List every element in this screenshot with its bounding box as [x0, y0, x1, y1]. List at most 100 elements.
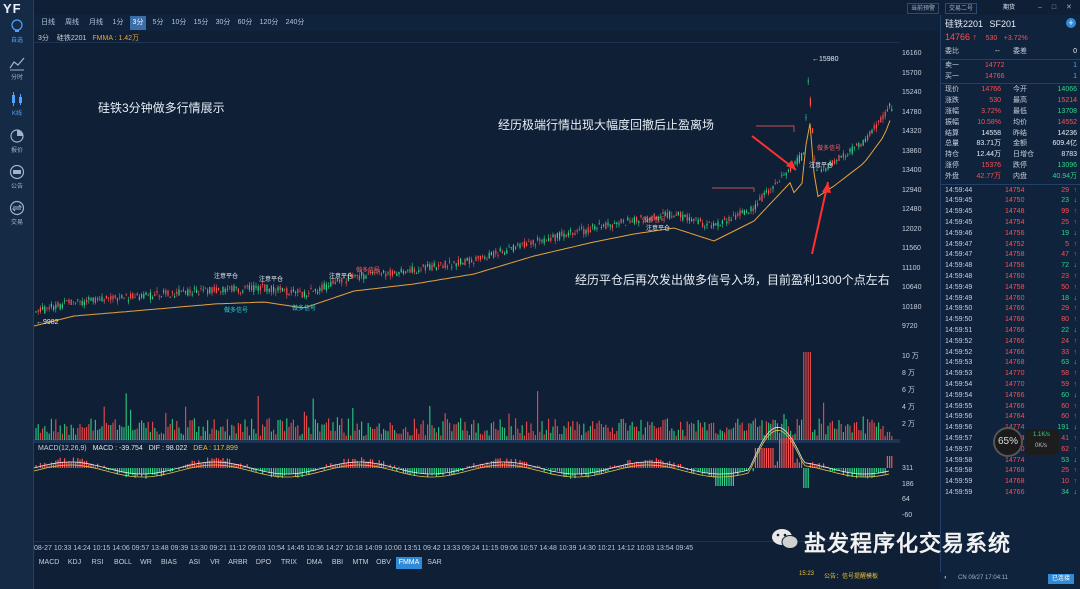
volume-bar — [134, 429, 136, 440]
period-tab[interactable]: 60分 — [237, 19, 253, 26]
volume-bar — [805, 352, 807, 440]
period-tab[interactable]: 1分 — [112, 19, 124, 26]
sidebar-item-notice[interactable]: 公告 — [0, 164, 34, 194]
period-tab[interactable]: 周线 — [65, 19, 79, 26]
candle — [814, 159, 816, 161]
indicator-tab[interactable]: BBI — [331, 559, 344, 566]
macd-tick-label: -60 — [902, 511, 913, 519]
period-tab[interactable]: 10分 — [171, 19, 187, 26]
candle — [609, 224, 611, 227]
add-watchlist-button[interactable]: + — [1066, 18, 1076, 28]
macd-bar — [765, 448, 767, 468]
candle — [501, 251, 503, 254]
candle — [812, 128, 814, 134]
price-tick-label: 12020 — [902, 225, 922, 233]
volume-bar — [684, 435, 686, 440]
account-button[interactable]: 交易二号 — [945, 3, 978, 14]
sidebar-item-kline[interactable]: K线 — [0, 91, 34, 121]
indicator-tab[interactable]: BOLL — [114, 559, 132, 566]
indicator-tab[interactable]: MTM — [352, 559, 369, 566]
volume-bar — [732, 427, 734, 440]
period-tab[interactable]: 15分 — [193, 19, 209, 26]
candle — [121, 295, 123, 298]
candle — [387, 272, 389, 274]
indicator-tab[interactable]: VR — [210, 559, 220, 566]
period-tab[interactable]: 月线 — [89, 19, 103, 26]
macd-bar — [820, 467, 822, 468]
period-tab[interactable]: 日线 — [41, 19, 55, 26]
candle — [244, 286, 246, 288]
tick-price: 14774 — [1005, 456, 1025, 464]
volume-bar — [873, 422, 875, 440]
volume-bar — [191, 420, 193, 440]
volume-bar — [884, 435, 886, 440]
app-logo: YF — [3, 1, 22, 16]
candle — [682, 214, 684, 221]
indicator-tab[interactable]: SAR — [427, 559, 442, 566]
candle — [625, 225, 627, 227]
indicator-tab[interactable]: OBV — [376, 559, 391, 566]
candle — [288, 293, 290, 296]
indicator-tab[interactable]: ASI — [188, 559, 201, 566]
indicator-tab[interactable]: WR — [140, 559, 152, 566]
sidebar-item-quote[interactable]: 报价 — [0, 128, 34, 158]
period-tab[interactable]: 30分 — [215, 19, 231, 26]
indicator-tab[interactable]: BIAS — [161, 559, 177, 566]
period-tab[interactable]: 3分 — [130, 16, 146, 30]
volume-bar — [215, 429, 217, 440]
candle — [149, 292, 151, 300]
tick-row: 14:59:48 14760 23 ↑ — [941, 272, 1080, 282]
period-tab[interactable]: 5分 — [152, 19, 164, 26]
volume-bar — [818, 418, 820, 440]
up-arrow-icon: ↑ — [1073, 273, 1078, 280]
tick-volume: 53 — [1061, 456, 1069, 464]
candle — [378, 270, 380, 272]
volume-bar — [563, 425, 565, 440]
volume-bar — [501, 426, 503, 440]
connected-button[interactable]: 已连接 — [1047, 574, 1074, 584]
macd-bar — [215, 457, 217, 468]
indicator-tab[interactable]: DPO — [255, 559, 272, 566]
tick-row: 14:59:44 14754 29 ↑ — [941, 186, 1080, 196]
sidebar-item-watchlist[interactable]: 自选 — [0, 18, 34, 48]
macd-bar — [528, 466, 530, 468]
indicator-tab[interactable]: DMA — [306, 559, 323, 566]
volume-bar — [589, 426, 591, 440]
volume-bar — [323, 424, 325, 440]
tick-volume: 63 — [1061, 359, 1069, 367]
candle — [105, 295, 107, 299]
candle — [220, 291, 222, 293]
window-controls[interactable]: – □ ✕ — [1038, 4, 1076, 11]
status-bar: 15:23 公告：信号提醒模板 — [34, 571, 940, 581]
candle — [576, 230, 578, 232]
candle — [147, 295, 149, 297]
period-label: 3分 — [38, 35, 49, 42]
sidebar-item-timeshare[interactable]: 分时 — [0, 55, 34, 85]
volume-bar — [121, 426, 123, 440]
indicator-tab[interactable]: KDJ — [67, 559, 82, 566]
stat-row: 外盘 42.77万 内盘 40.94万 — [941, 172, 1080, 182]
candle — [471, 259, 473, 263]
volume-bar — [611, 427, 613, 440]
indicator-tab[interactable]: TRIX — [281, 559, 297, 566]
candle — [537, 238, 539, 240]
volume-bar — [827, 425, 829, 440]
quote-code: SF201 — [989, 19, 1017, 29]
period-tab[interactable]: 240分 — [285, 19, 305, 26]
sidebar-item-trade[interactable]: 交易 — [0, 200, 34, 230]
volume-bar — [358, 429, 360, 440]
alert-button[interactable]: 当前预警 — [907, 3, 940, 14]
indicator-tab[interactable]: ARBR — [228, 559, 248, 566]
candle — [684, 214, 686, 217]
period-tab[interactable]: 120分 — [259, 19, 279, 26]
candle — [787, 169, 789, 172]
macd-bar — [174, 467, 176, 468]
indicator-tab[interactable]: RSI — [91, 559, 104, 566]
indicator-tab[interactable]: MACD — [38, 559, 60, 566]
tick-row: 14:59:45 14750 23 ↓ — [941, 196, 1080, 206]
indicator-tab[interactable]: FMMA — [396, 557, 422, 569]
tick-row: 14:59:59 14768 10 ↑ — [941, 477, 1080, 487]
candle — [262, 284, 264, 285]
volume-bar — [715, 433, 717, 440]
